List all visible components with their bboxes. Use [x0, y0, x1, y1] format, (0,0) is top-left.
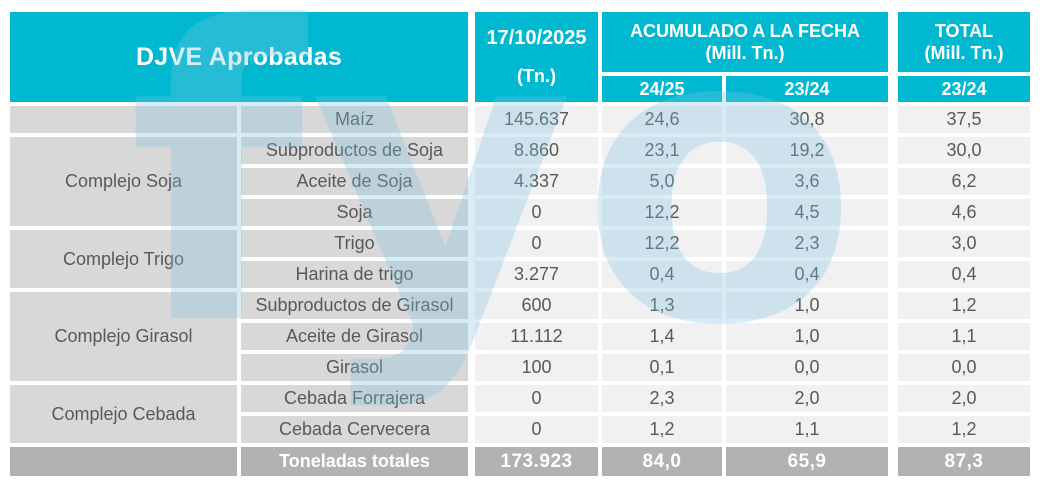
product-cell: Trigo — [241, 230, 468, 257]
table-row: Complejo Trigo Trigo 0 12,2 2,3 3,0 — [10, 230, 1030, 288]
totals-value-cell: 87,3 — [892, 447, 1030, 476]
header-row-2: 24/25 23/24 23/24 — [10, 76, 1030, 102]
table-row: Complejo Girasol Subproductos de Girasol… — [10, 292, 1030, 381]
value-cell: 2,3 — [602, 385, 722, 412]
table-row: Aceite de Girasol 11.112 1,4 1,0 1,1 — [10, 323, 1030, 350]
value-cell: 0,4 — [892, 261, 1030, 288]
group-cell: Complejo Trigo — [10, 230, 237, 288]
table-row: Cebada Cervecera 0 1,2 1,1 1,2 — [10, 416, 1030, 443]
totals-empty-cell — [10, 447, 237, 476]
table-row: Soja 0 12,2 4,5 4,6 — [10, 199, 1030, 226]
djve-aprobadas-table: DJVE Aprobadas 17/10/2025 (Tn.) ACUMULAD… — [6, 8, 1034, 480]
value-cell: 11.112 — [472, 323, 598, 350]
value-cell: 24,6 — [602, 106, 722, 133]
table-row: Aceite de Soja 4.337 5,0 3,6 6,2 — [10, 168, 1030, 195]
value-cell: 0 — [472, 416, 598, 443]
table-row: Harina de trigo 3.277 0,4 0,4 0,4 — [10, 261, 1030, 288]
value-cell: 100 — [472, 354, 598, 381]
value-cell: 1,4 — [602, 323, 722, 350]
totals-row: Toneladas totales 173.923 84,0 65,9 87,3 — [10, 447, 1030, 476]
total-season-header: 23/24 — [892, 76, 1030, 102]
value-cell: 3.277 — [472, 261, 598, 288]
totals-value-cell: 84,0 — [602, 447, 722, 476]
product-cell: Maíz — [241, 106, 468, 133]
value-cell: 3,0 — [892, 230, 1030, 257]
value-cell: 1,2 — [892, 292, 1030, 319]
date-unit-label: (Tn.) — [517, 66, 556, 86]
value-cell: 23,1 — [602, 137, 722, 164]
totals-value-cell: 65,9 — [726, 447, 888, 476]
value-cell: 4,6 — [892, 199, 1030, 226]
value-cell: 8.860 — [472, 137, 598, 164]
value-cell: 2,0 — [892, 385, 1030, 412]
value-cell: 4,5 — [726, 199, 888, 226]
season-23-24-header: 23/24 — [726, 76, 888, 102]
value-cell: 6,2 — [892, 168, 1030, 195]
value-cell: 2,0 — [726, 385, 888, 412]
product-cell: Subproductos de Girasol — [241, 292, 468, 319]
value-cell: 0 — [472, 385, 598, 412]
value-cell: 30,8 — [726, 106, 888, 133]
value-cell: 1,2 — [602, 416, 722, 443]
value-cell: 0,4 — [726, 261, 888, 288]
accumulated-title: ACUMULADO A LA FECHA — [630, 20, 860, 41]
product-cell: Cebada Cervecera — [241, 416, 468, 443]
table-title: DJVE Aprobadas — [10, 12, 468, 102]
value-cell: 3,6 — [726, 168, 888, 195]
header-row-1: DJVE Aprobadas 17/10/2025 (Tn.) ACUMULAD… — [10, 12, 1030, 102]
value-cell: 30,0 — [892, 137, 1030, 164]
totals-label: Toneladas totales — [241, 447, 468, 476]
value-cell: 0,1 — [602, 354, 722, 381]
total-column-header: TOTAL (Mill. Tn.) — [892, 12, 1030, 72]
value-cell: 0,0 — [726, 354, 888, 381]
value-cell: 1,1 — [892, 323, 1030, 350]
accumulated-column-header: ACUMULADO A LA FECHA (Mill. Tn.) — [602, 12, 888, 72]
product-cell: Girasol — [241, 354, 468, 381]
value-cell: 1,3 — [602, 292, 722, 319]
group-cell: Complejo Cebada — [10, 385, 237, 443]
total-unit: (Mill. Tn.) — [924, 43, 1004, 63]
value-cell: 12,2 — [602, 199, 722, 226]
product-cell: Subproductos de Soja — [241, 137, 468, 164]
table-row: Complejo Cebada Cebada Forrajera 0 2,3 2… — [10, 385, 1030, 443]
table-row: Girasol 100 0,1 0,0 0,0 — [10, 354, 1030, 381]
value-cell: 1,1 — [726, 416, 888, 443]
value-cell: 145.637 — [472, 106, 598, 133]
product-cell: Aceite de Soja — [241, 168, 468, 195]
value-cell: 600 — [472, 292, 598, 319]
group-cell: Complejo Soja — [10, 137, 237, 226]
table-row: Complejo Soja Subproductos de Soja 8.860… — [10, 137, 1030, 226]
total-title: TOTAL — [934, 20, 994, 41]
value-cell: 0 — [472, 199, 598, 226]
group-cell — [10, 106, 237, 133]
product-cell: Aceite de Girasol — [241, 323, 468, 350]
value-cell: 4.337 — [472, 168, 598, 195]
product-cell: Cebada Forrajera — [241, 385, 468, 412]
date-label: 17/10/2025 — [486, 27, 587, 49]
season-24-25-header: 24/25 — [602, 76, 722, 102]
accumulated-unit: (Mill. Tn.) — [705, 43, 785, 63]
value-cell: 5,0 — [602, 168, 722, 195]
value-cell: 0,0 — [892, 354, 1030, 381]
value-cell: 0 — [472, 230, 598, 257]
totals-value-cell: 173.923 — [472, 447, 598, 476]
table-row: Maíz 145.637 24,6 30,8 37,5 — [10, 106, 1030, 133]
value-cell: 0,4 — [602, 261, 722, 288]
product-cell: Soja — [241, 199, 468, 226]
value-cell: 1,0 — [726, 292, 888, 319]
value-cell: 37,5 — [892, 106, 1030, 133]
value-cell: 12,2 — [602, 230, 722, 257]
value-cell: 1,0 — [726, 323, 888, 350]
date-column-header: 17/10/2025 (Tn.) — [472, 12, 598, 102]
product-cell: Harina de trigo — [241, 261, 468, 288]
value-cell: 19,2 — [726, 137, 888, 164]
djve-table-container: DJVE Aprobadas 17/10/2025 (Tn.) ACUMULAD… — [6, 8, 1034, 480]
group-cell: Complejo Girasol — [10, 292, 237, 381]
value-cell: 2,3 — [726, 230, 888, 257]
value-cell: 1,2 — [892, 416, 1030, 443]
